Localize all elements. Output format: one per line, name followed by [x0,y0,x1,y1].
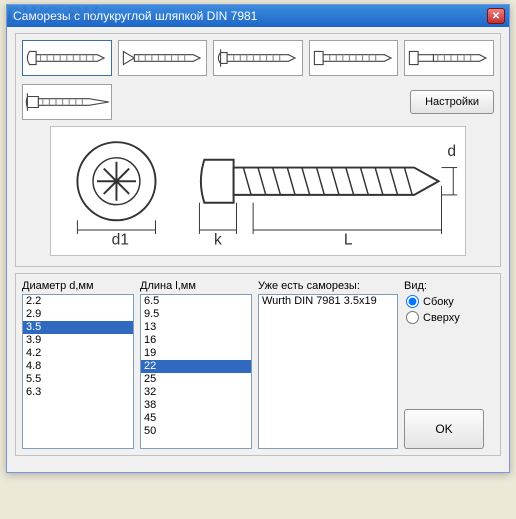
list-item[interactable]: 9.5 [141,308,251,321]
list-item[interactable]: 3.9 [23,334,133,347]
dim-k: k [214,232,222,249]
screw-type-5[interactable] [404,40,494,76]
dim-L: L [344,232,353,249]
list-item[interactable]: 5.5 [23,373,133,386]
diameter-column: Диаметр d,мм 2.22.93.53.94.24.85.56.3 [22,280,134,449]
screw-diagram-icon: d1 k L d [53,131,463,251]
titlebar: Саморезы с полукруглой шляпкой DIN 7981 … [7,5,509,27]
list-item[interactable]: 6.3 [23,386,133,399]
dim-d1: d1 [112,232,129,249]
screw-type-6[interactable] [22,84,112,120]
view-top-radio[interactable]: Сверху [406,311,492,324]
window-title: Саморезы с полукруглой шляпкой DIN 7981 [13,9,257,23]
dim-d: d [447,143,456,160]
right-column: Вид: Сбоку Сверху OK [404,280,494,449]
length-listbox[interactable]: 6.59.5131619222532384550 [140,294,252,449]
screw-type-4[interactable] [309,40,399,76]
ok-button[interactable]: OK [404,409,484,449]
length-label: Длина l,мм [140,280,252,292]
radio-top-label: Сверху [423,312,460,324]
diameter-listbox[interactable]: 2.22.93.53.94.24.85.56.3 [22,294,134,449]
diagram-area: d1 k L d [50,126,466,256]
dialog-window: Саморезы с полукруглой шляпкой DIN 7981 … [6,4,510,473]
countersunk-icon [119,41,207,75]
view-side-radio[interactable]: Сбоку [406,295,492,308]
radio-top-input[interactable] [406,311,419,324]
screw-type-1[interactable] [22,40,112,76]
radio-side-input[interactable] [406,295,419,308]
radio-side-label: Сбоку [423,296,454,308]
list-item[interactable]: 45 [141,412,251,425]
length-column: Длина l,мм 6.59.5131619222532384550 [140,280,252,449]
settings-button[interactable]: Настройки [410,90,494,114]
list-item[interactable]: 2.2 [23,295,133,308]
list-item[interactable]: 25 [141,373,251,386]
list-item[interactable]: 50 [141,425,251,438]
cheese-head-icon [310,41,398,75]
list-item[interactable]: 32 [141,386,251,399]
thumb-row [22,40,494,76]
close-icon: ✕ [492,11,500,22]
flange-icon [214,41,302,75]
list-item[interactable]: 38 [141,399,251,412]
params-group: Диаметр d,мм 2.22.93.53.94.24.85.56.3 Дл… [15,273,501,456]
list-item[interactable]: 2.9 [23,308,133,321]
existing-label: Уже есть саморезы: [258,280,398,292]
wafer-head-icon [23,85,111,119]
list-item[interactable]: 3.5 [23,321,133,334]
list-item[interactable]: 16 [141,334,251,347]
existing-column: Уже есть саморезы: Wurth DIN 7981 3.5x19 [258,280,398,449]
list-item[interactable]: 6.5 [141,295,251,308]
pan-head-icon [23,41,111,75]
list-item[interactable]: 22 [141,360,251,373]
diameter-label: Диаметр d,мм [22,280,134,292]
list-item[interactable]: 4.8 [23,360,133,373]
list-item[interactable]: 19 [141,347,251,360]
content-area: DWG.RU [7,27,509,472]
screw-type-group: Настройки d1 [15,33,501,267]
list-item[interactable]: 13 [141,321,251,334]
list-item[interactable]: Wurth DIN 7981 3.5x19 [259,295,397,308]
view-radios: Сбоку Сверху [404,295,494,324]
view-label: Вид: [404,280,427,292]
list-item[interactable]: 4.2 [23,347,133,360]
screw-type-2[interactable] [118,40,208,76]
hex-head-icon [405,41,493,75]
close-button[interactable]: ✕ [487,8,505,24]
existing-listbox[interactable]: Wurth DIN 7981 3.5x19 [258,294,398,449]
screw-type-3[interactable] [213,40,303,76]
